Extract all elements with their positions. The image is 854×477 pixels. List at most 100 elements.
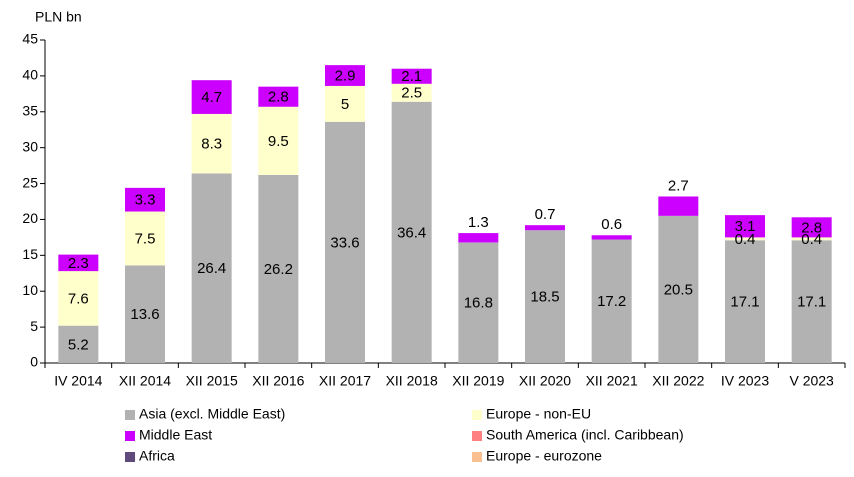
value-label: 8.3	[201, 136, 222, 153]
bar-segment	[58, 254, 99, 272]
bar-segment	[125, 265, 165, 363]
value-label: 0.4	[735, 231, 756, 248]
value-label: 17.1	[797, 294, 826, 311]
bar-segment	[191, 113, 232, 174]
bar-segment	[725, 215, 765, 238]
value-label: 2.1	[401, 68, 422, 85]
bar-segment	[591, 239, 632, 363]
legend-label: Middle East	[139, 427, 212, 443]
bar-segment	[525, 225, 565, 231]
bar-segment	[191, 173, 232, 363]
legend-swatch	[125, 410, 135, 420]
value-label: 18.5	[530, 289, 559, 306]
value-label: 13.6	[130, 306, 159, 323]
bar-segment	[258, 86, 299, 107]
legend-swatch	[125, 452, 135, 462]
value-label: 16.8	[464, 295, 493, 312]
bar-segment	[658, 196, 699, 216]
bar-segment	[325, 85, 365, 122]
bar-segment	[191, 80, 232, 114]
legend-label: Africa	[139, 448, 175, 464]
x-tick-label: XII 2022	[652, 373, 704, 389]
value-label: 9.5	[268, 133, 289, 150]
value-label: 2.7	[668, 177, 689, 194]
value-label: 3.3	[135, 192, 156, 209]
y-tick-label: 45	[22, 31, 38, 47]
value-label: 0.6	[601, 216, 622, 233]
bar-segment	[391, 101, 432, 364]
bar-segment	[58, 271, 99, 326]
x-tick-label: XII 2020	[519, 373, 571, 389]
bar-segment	[125, 187, 165, 212]
y-tick-label: 10	[22, 282, 38, 298]
value-label: 26.4	[197, 260, 226, 277]
bar-segment	[391, 68, 432, 84]
bar-segment	[125, 211, 165, 266]
y-tick-label: 25	[22, 174, 38, 190]
value-label: 36.4	[397, 224, 426, 241]
value-label: 2.5	[401, 85, 422, 102]
bar-segment	[725, 237, 765, 241]
value-label: 17.2	[597, 293, 626, 310]
x-tick-label: XII 2018	[386, 373, 438, 389]
x-tick-label: V 2023	[789, 373, 834, 389]
bar-segment	[258, 106, 299, 175]
x-tick-label: XII 2014	[119, 373, 171, 389]
legend-swatch	[472, 431, 482, 441]
bar-segment	[791, 217, 832, 238]
x-tick-label: XII 2015	[186, 373, 238, 389]
y-axis-title: PLN bn	[35, 9, 82, 25]
y-tick-label: 5	[30, 318, 38, 334]
value-label: 5.2	[68, 336, 89, 353]
legend-swatch	[472, 452, 482, 462]
bar-segment	[258, 174, 299, 363]
value-label: 26.2	[264, 261, 293, 278]
x-tick-label: IV 2023	[721, 373, 769, 389]
bar-segment	[391, 83, 432, 102]
value-label: 2.8	[268, 89, 289, 106]
value-label: 5	[341, 96, 349, 113]
legend-swatch	[472, 410, 482, 420]
value-label: 17.1	[730, 294, 759, 311]
value-label: 3.1	[735, 218, 756, 235]
x-tick-label: XII 2017	[319, 373, 371, 389]
bar-segment	[725, 240, 765, 363]
value-label: 0.4	[801, 231, 822, 248]
value-label: 20.5	[664, 281, 693, 298]
bar-segment	[591, 235, 632, 240]
bar-segment	[791, 240, 832, 363]
y-tick-label: 40	[22, 67, 38, 83]
legend-label: South America (incl. Caribbean)	[486, 427, 684, 443]
y-tick-label: 30	[22, 138, 38, 154]
bar-segment	[791, 237, 832, 241]
value-label: 33.6	[330, 234, 359, 251]
x-tick-label: IV 2014	[54, 373, 102, 389]
value-label: 2.8	[801, 219, 822, 236]
legend-swatch	[125, 431, 135, 441]
bar-segment	[458, 233, 499, 243]
y-tick-label: 0	[30, 354, 38, 370]
y-tick-label: 35	[22, 102, 38, 118]
bar-segment	[325, 65, 365, 86]
bar-segment	[525, 230, 565, 363]
bar-segment	[325, 121, 365, 364]
y-tick-label: 20	[22, 210, 38, 226]
x-tick-label: XII 2016	[252, 373, 304, 389]
bar-segment	[658, 215, 699, 363]
value-label: 0.7	[535, 206, 556, 223]
bar-segment	[58, 325, 99, 363]
bar-segment	[458, 242, 499, 363]
y-tick-label: 15	[22, 246, 38, 262]
legend-label: Europe - eurozone	[486, 448, 602, 464]
value-label: 2.9	[335, 67, 356, 84]
value-label: 7.6	[68, 290, 89, 307]
x-tick-label: XII 2021	[586, 373, 638, 389]
value-label: 4.7	[201, 89, 222, 106]
x-tick-label: XII 2019	[452, 373, 504, 389]
legend-label: Asia (excl. Middle East)	[139, 406, 285, 422]
value-label: 7.5	[135, 230, 156, 247]
legend-label: Europe - non-EU	[486, 406, 591, 422]
value-label: 2.3	[68, 255, 89, 272]
value-label: 1.3	[468, 214, 489, 231]
